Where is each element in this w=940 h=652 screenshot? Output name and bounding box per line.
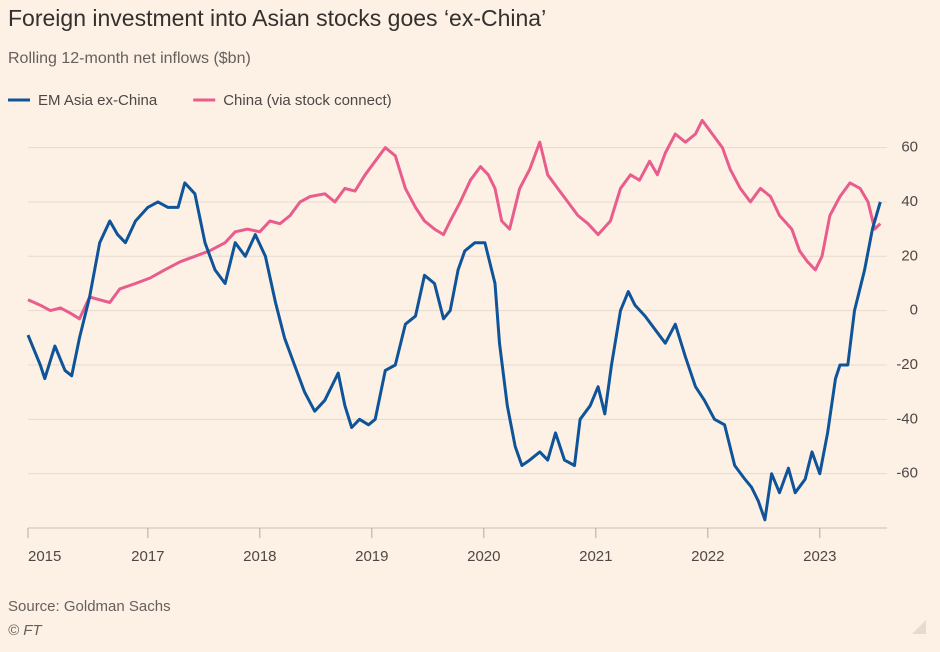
series-line (26, 181, 882, 522)
credit: © FT (8, 622, 43, 639)
corner-mark (912, 620, 926, 634)
y-tick-label: -60 (896, 465, 918, 482)
chart-subtitle: Rolling 12-month net inflows ($bn) (8, 50, 251, 67)
x-tick-label: 2023 (803, 548, 836, 565)
x-tick-label: 2017 (131, 548, 164, 565)
y-tick-label: -40 (896, 410, 918, 427)
source: Source: Goldman Sachs (8, 598, 171, 615)
x-tick-label: 2015 (28, 548, 61, 565)
y-tick-label: 0 (910, 302, 918, 319)
x-tick-label: 2022 (691, 548, 724, 565)
y-tick-label: 20 (901, 247, 918, 264)
x-tick-label: 2020 (467, 548, 500, 565)
x-tick-label: 2021 (579, 548, 612, 565)
x-tick-label: 2019 (355, 548, 388, 565)
legend-label: China (via stock connect) (223, 92, 391, 109)
y-tick-label: -20 (896, 356, 918, 373)
y-tick-label: 60 (901, 139, 918, 156)
series-line (27, 118, 882, 321)
legend-label: EM Asia ex-China (38, 92, 158, 109)
x-tick-label: 2018 (243, 548, 276, 565)
y-tick-label: 40 (901, 193, 918, 210)
chart-title: Foreign investment into Asian stocks goe… (8, 5, 546, 31)
